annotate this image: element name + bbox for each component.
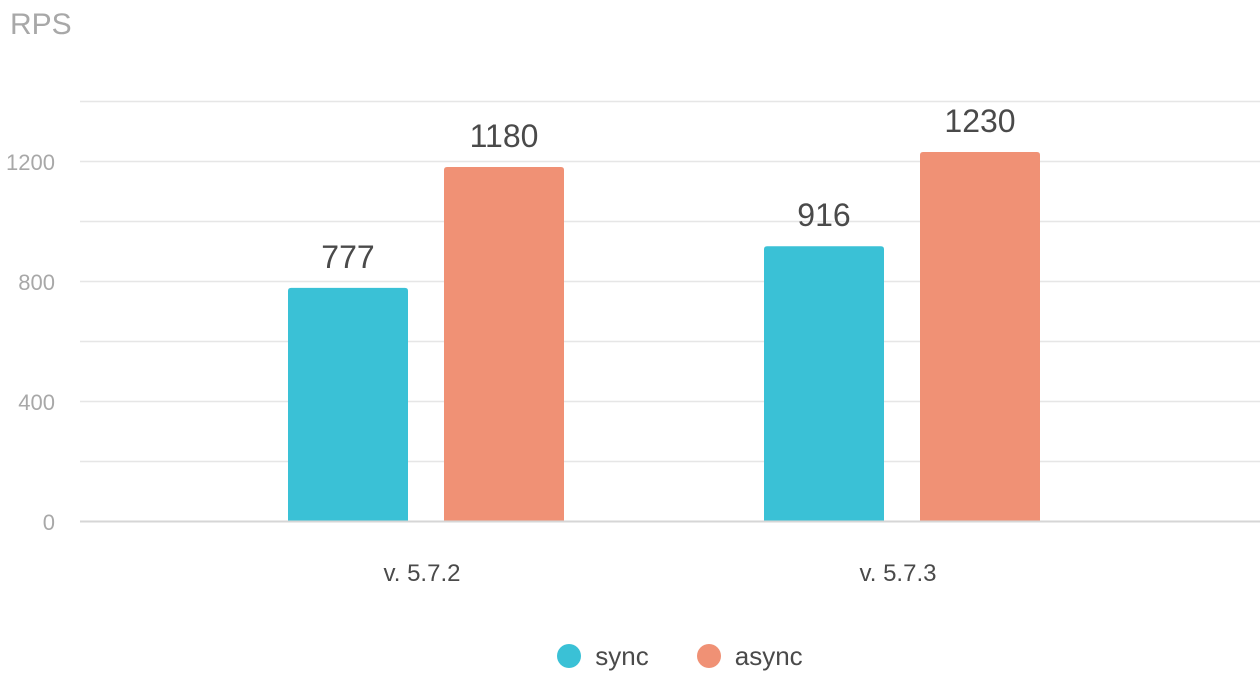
legend-label-sync: sync xyxy=(595,640,649,671)
legend-label-async: async xyxy=(734,640,803,671)
legend-item-sync: sync xyxy=(557,640,649,672)
bar-async-1 xyxy=(920,152,1040,521)
bar-sync-0 xyxy=(288,287,408,521)
data-label: 777 xyxy=(321,239,374,275)
data-label: 1230 xyxy=(944,103,1015,139)
y-tick-label: 1200 xyxy=(6,150,55,175)
bar-sync-1 xyxy=(764,246,884,521)
chart-plot: 0 400 800 1200 777 916 1180 1230 v. 5.7.2 v. 5.7.… xyxy=(6,100,1260,587)
legend-swatch-sync xyxy=(557,644,582,668)
data-label: 1180 xyxy=(470,118,539,154)
bar-async-0 xyxy=(444,167,564,521)
legend-item-async: async xyxy=(696,640,803,672)
legend: sync async xyxy=(0,636,1260,676)
data-label: 916 xyxy=(797,197,850,233)
x-tick-label: v. 5.7.2 xyxy=(384,560,461,587)
y-tick-label: 800 xyxy=(18,270,55,295)
y-tick-label: 0 xyxy=(43,510,55,535)
legend-swatch-async xyxy=(696,644,721,668)
x-tick-label: v. 5.7.3 xyxy=(860,560,937,587)
y-axis-label: RPS xyxy=(10,8,72,41)
y-tick-label: 400 xyxy=(18,390,55,415)
